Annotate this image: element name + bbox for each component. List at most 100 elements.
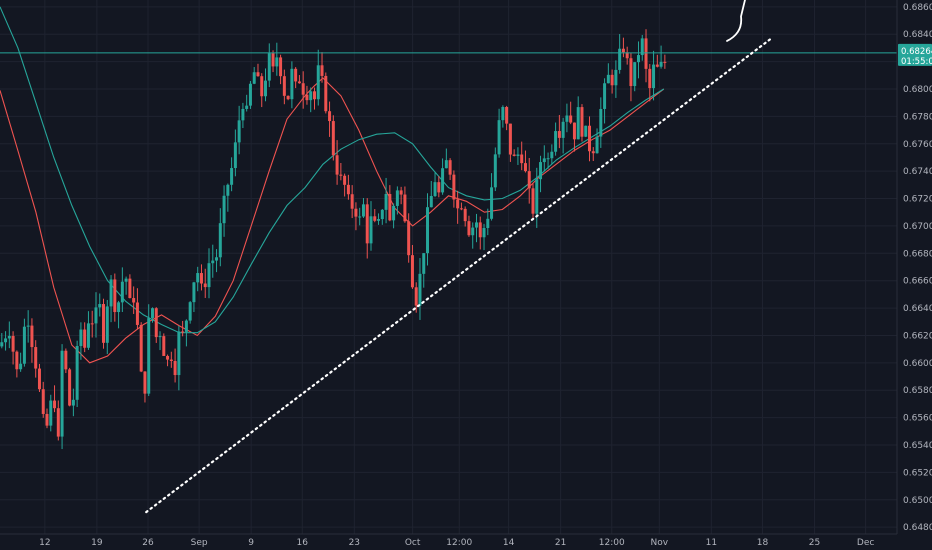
time-tick-label: 25 [809, 538, 820, 548]
candle-body [599, 108, 603, 137]
candle-body [572, 122, 576, 140]
candle-body [569, 115, 573, 123]
candle-body [233, 142, 237, 169]
candle-body [117, 302, 121, 313]
candle-body [90, 323, 94, 325]
candle-body [226, 184, 230, 196]
candle-body [11, 335, 15, 352]
candle-body [467, 221, 471, 236]
candle-body [603, 83, 607, 109]
candle-body [305, 94, 309, 101]
candle-body [150, 308, 154, 319]
candle-body [207, 263, 211, 288]
candle-body [516, 154, 520, 156]
candle-body [279, 57, 283, 77]
candle-body [441, 168, 445, 193]
arrow-sketch [726, 0, 746, 42]
candle-body [459, 208, 463, 210]
candle-body [456, 199, 460, 209]
candle-body [339, 174, 343, 176]
candle-body [30, 325, 34, 348]
candle-body [109, 279, 113, 307]
time-tick-label: Dec [857, 538, 874, 548]
candle-body [181, 331, 185, 333]
candle-body [482, 228, 486, 238]
candle-body [4, 338, 8, 343]
candle-body [395, 190, 399, 206]
candle-body [407, 221, 411, 256]
candle-body [83, 329, 87, 348]
candle-body [629, 58, 633, 87]
trendline[interactable] [145, 37, 773, 514]
candle-body [256, 72, 260, 77]
candle-body [663, 61, 667, 63]
candle-body [271, 53, 275, 67]
candle-body [75, 346, 79, 400]
time-tick-label: Sep [191, 538, 208, 548]
candle-body [37, 368, 41, 390]
candle-body [60, 350, 64, 437]
time-tick-label: 23 [349, 538, 360, 548]
time-tick-label: 12:00 [446, 538, 472, 548]
time-tick-label: Oct [405, 538, 421, 548]
candle-body [309, 91, 313, 101]
candle-body [576, 107, 580, 140]
candle-body [135, 302, 139, 325]
candle-body [625, 52, 629, 59]
candle-body [230, 168, 234, 185]
candle-body [452, 174, 456, 200]
candle-body [53, 400, 57, 409]
time-tick-label: 12 [39, 538, 50, 548]
candle-body [591, 151, 595, 154]
candle-body [94, 307, 98, 324]
candle-body [373, 216, 377, 221]
candle-body [486, 218, 490, 229]
candle-body [120, 281, 124, 303]
candle-body [143, 371, 147, 394]
candle-body [166, 355, 170, 360]
candle-body [71, 399, 75, 406]
candle-body [267, 53, 271, 81]
candle-body [331, 121, 335, 156]
candle-body [335, 155, 339, 175]
time-tick-label: 11 [706, 538, 717, 548]
candle-body [328, 111, 332, 122]
dotted-trendline[interactable] [145, 37, 773, 514]
price-axis[interactable]: 0.686000.684000.682000.680000.678000.676… [903, 3, 932, 533]
candle-body [64, 350, 68, 370]
candle-body [324, 75, 328, 112]
candle-body [399, 190, 403, 195]
candle-body [580, 107, 584, 137]
time-tick-label: 9 [248, 538, 254, 548]
time-axis-panel [0, 534, 932, 550]
candle-body [497, 120, 501, 155]
candle-body [565, 115, 569, 122]
candle-body [550, 151, 554, 159]
candle-body [297, 81, 301, 84]
candle-body [493, 154, 497, 188]
candle-body [384, 194, 388, 210]
candle-body [410, 255, 414, 288]
candle-body [584, 125, 588, 137]
candle-body [361, 204, 365, 217]
candle-body [282, 76, 286, 96]
time-tick-label: 19 [91, 538, 103, 548]
candle-body [222, 195, 226, 224]
candle-body [610, 74, 614, 86]
candle-body [41, 389, 45, 414]
candle-body [561, 121, 565, 138]
candle-body [463, 208, 467, 222]
time-axis[interactable]: 12 19 26 Sep 9 16 23 Oct 12:00 14 21 12:00 Nov 11 18 25… [39, 538, 874, 548]
candle-body [192, 282, 196, 303]
candle-body [512, 154, 516, 156]
